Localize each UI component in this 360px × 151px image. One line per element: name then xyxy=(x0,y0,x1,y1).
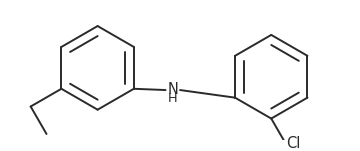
Text: Cl: Cl xyxy=(287,136,301,151)
Text: H: H xyxy=(168,92,178,105)
Text: N: N xyxy=(168,82,179,97)
